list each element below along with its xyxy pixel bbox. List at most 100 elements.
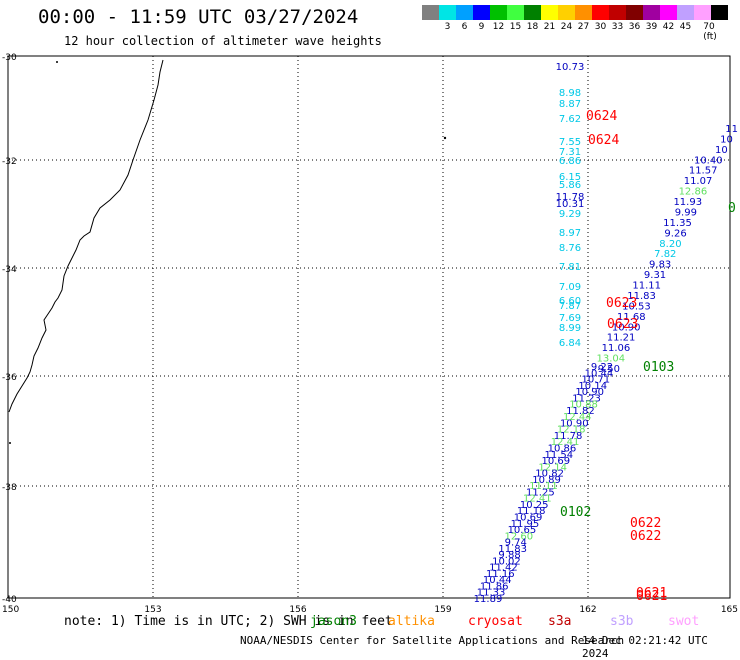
colorbar-swatch (456, 5, 473, 20)
colorbar-label: 15 (509, 22, 522, 32)
wave-height-label: 12.86 (679, 187, 708, 198)
wave-height-label: 11.33 (477, 588, 506, 599)
wave-height-colorbar (422, 5, 728, 20)
island-dot (56, 61, 58, 63)
colorbar-swatch (643, 5, 660, 20)
wave-height-label: 11 (725, 124, 738, 135)
wave-height-label: 11.42 (489, 563, 518, 574)
lat-tick-label: -30 (2, 53, 17, 63)
colorbar-swatch (694, 5, 711, 20)
wave-height-label: 10.40 (694, 155, 723, 166)
lat-tick-label: -40 (2, 595, 17, 605)
wave-height-label: 10.69 (514, 512, 543, 523)
wave-height-label: 10.86 (548, 444, 577, 455)
colorbar-swatch (575, 5, 592, 20)
satellite-legend-s3a: s3a (548, 614, 572, 629)
wave-height-label: 11.93 (673, 197, 702, 208)
wave-height-label: 9.83 (649, 260, 671, 271)
wave-height-label: 12.14 (538, 462, 567, 473)
wave-height-label: 8.76 (559, 243, 581, 254)
wave-height-label: 13.04 (596, 354, 625, 365)
colorbar-label: 6 (461, 22, 468, 32)
colorbar-label: 30 (594, 22, 607, 32)
lat-tick-label: -36 (2, 373, 17, 383)
wave-height-label: 10.44 (483, 575, 512, 586)
wave-height-label: 11.83 (498, 544, 527, 555)
wave-height-label: 11.68 (617, 312, 646, 323)
footer-credit: NOAA/NESDIS Center for Satellite Applica… (240, 634, 625, 647)
coastline-path (8, 59, 164, 413)
satellite-tracks: 10.738.988.877.627.557.316.866.155.8611.… (474, 62, 738, 605)
map-grid (8, 56, 730, 598)
pass-time-label: 0102 (560, 505, 591, 520)
colorbar-label: 27 (577, 22, 590, 32)
wave-height-label: 7.62 (559, 114, 581, 125)
colorbar-swatch (439, 5, 456, 20)
pass-time-label: 0622 (630, 529, 661, 544)
wave-height-label: 10.69 (541, 456, 570, 467)
wave-height-label: 6.84 (559, 338, 581, 349)
island-dot (443, 136, 447, 140)
wave-height-label: 9.99 (675, 207, 697, 218)
wave-height-label: 7.81 (559, 262, 581, 273)
pass-time-label: 0621 (636, 589, 667, 604)
time-labels: 0624062400623062301030102062206220621062… (560, 109, 736, 604)
wave-height-label: 10.90 (560, 418, 589, 429)
wave-height-label: 10.65 (508, 525, 537, 536)
wave-height-label: 10.88 (569, 400, 598, 411)
lat-tick-label: -32 (2, 157, 17, 167)
wave-height-label: 9.26 (664, 228, 686, 239)
wave-height-label: 11.21 (607, 333, 636, 344)
wave-height-label: 11.78 (554, 431, 583, 442)
colorbar-label: 70 (ft) (703, 22, 717, 42)
wave-height-label: 7.55 (559, 137, 581, 148)
wave-height-label: 12.60 (504, 531, 533, 542)
wave-height-label: 10.73 (556, 62, 585, 73)
wave-height-label: 7.82 (654, 249, 676, 260)
pass-time-label: 0624 (588, 133, 619, 148)
colorbar-swatch (490, 5, 507, 20)
wave-height-label: 10.44 (585, 368, 614, 379)
wave-height-label: 9.74 (505, 538, 527, 549)
wave-height-label: 11.07 (684, 176, 713, 187)
wave-height-label: 6.60 (559, 296, 581, 307)
wave-height-label: 12.44 (563, 412, 592, 423)
colorbar-label: 45 (679, 22, 692, 32)
colorbar-swatch (592, 5, 609, 20)
colorbar-swatch (711, 5, 728, 20)
wave-height-label: 11.16 (486, 569, 515, 580)
wave-height-label: 8.87 (559, 99, 581, 110)
colorbar-swatch (677, 5, 694, 20)
colorbar-labels: 3 6 9 12 15 18 21 24 27 30 33 36 39 42 45 70 (ft) (422, 22, 728, 42)
colorbar-label: 39 (645, 22, 658, 32)
colorbar-label: 36 (628, 22, 641, 32)
wave-height-label: 10.89 (532, 475, 561, 486)
wave-height-label: 6.15 (559, 172, 581, 183)
note-text: note: 1) Time is in UTC; 2) SWH is in fe… (64, 614, 393, 629)
wave-height-label: 7.69 (559, 313, 581, 324)
pass-time-label: 0622 (630, 516, 661, 531)
footer-timestamp: 14 Dec 02:21:42 UTC 2024 (582, 634, 708, 660)
colorbar-swatch (422, 5, 439, 20)
colorbar-label: 3 (444, 22, 451, 32)
lon-tick-label: 150 (2, 605, 19, 615)
pass-time-label: 0623 (607, 317, 638, 332)
wave-height-label: 8.99 (559, 323, 581, 334)
colorbar-label: 24 (560, 22, 573, 32)
wave-height-label: 11.82 (566, 406, 595, 417)
wave-height-label: 10 (715, 145, 728, 156)
satellite-legend-swot: swot (668, 614, 700, 629)
wave-height-label: 12.18 (557, 425, 586, 436)
wave-height-label: 9.29 (559, 209, 581, 220)
wave-height-label: 9.50 (598, 364, 620, 375)
wave-height-label: 7.31 (559, 147, 581, 158)
map-frame (7, 55, 731, 599)
wave-height-label: 10 (720, 134, 733, 145)
colorbar-label: 33 (611, 22, 624, 32)
wave-height-label: 12.41 (523, 494, 552, 505)
wave-height-label: 10.53 (622, 301, 651, 312)
lon-tick-label: 159 (434, 605, 451, 615)
colorbar-swatch (660, 5, 677, 20)
lon-tick-label: 156 (289, 605, 306, 615)
